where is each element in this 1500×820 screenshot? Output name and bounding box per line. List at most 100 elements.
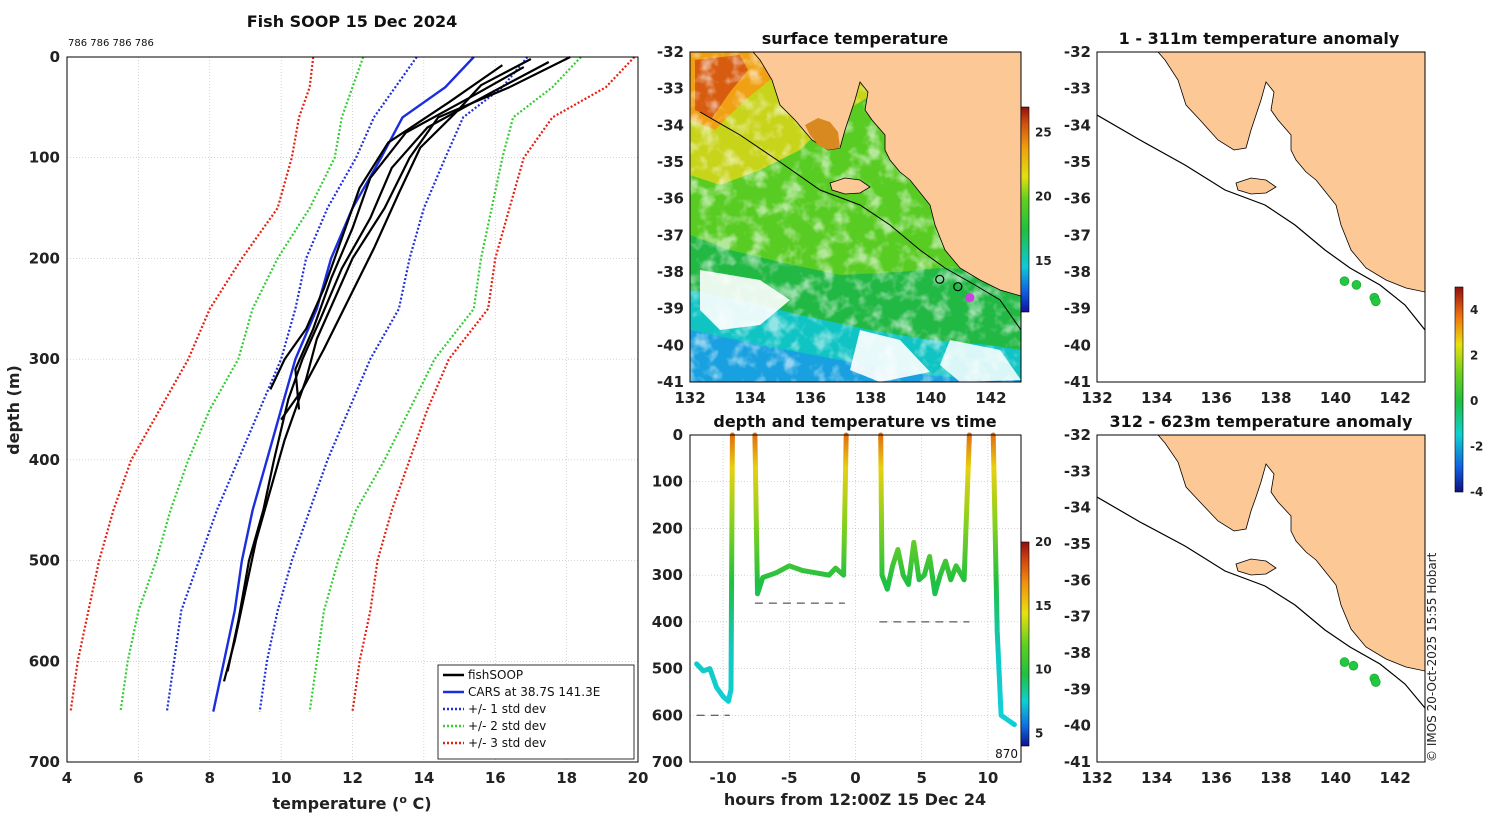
profile-y-tick-label: 700: [29, 753, 60, 771]
profile-std3-lower-line: [69, 56, 315, 712]
anom-deep-field: [1097, 435, 1425, 762]
anom-deep-y-ticks: -32 -33 -34 -35 -36 -37 -38 -39 -40 -41: [1064, 426, 1091, 771]
anom-deep-contour: [1097, 496, 1425, 709]
profile-y-ticks: 0 100 200 300 400 500 600 700: [29, 48, 60, 771]
profile-legend: fishSOOP CARS at 38.7S 141.3E +/- 1 std …: [437, 664, 635, 760]
time-y-tick-label: 300: [652, 566, 683, 584]
surface-map-x-tick-label: 136: [795, 389, 826, 407]
time-x-tick-label: 0: [850, 769, 860, 787]
time-y-tick-label: 700: [652, 753, 683, 771]
anom-deep-y-tick-label: -38: [1064, 644, 1091, 662]
anomaly-colorbar-tick-label: 0: [1470, 394, 1478, 408]
legend-label-cars: CARS at 38.7S 141.3E: [468, 685, 600, 699]
time-panel: depth and temperature vs time 870 5 10 15 2…: [652, 412, 1052, 809]
anom-deep-y-tick-label: -40: [1064, 717, 1091, 735]
anom-deep-title: 312 - 623m temperature anomaly: [1110, 412, 1413, 431]
profile-casts: [222, 56, 571, 682]
time-colorbar: [1020, 541, 1030, 747]
profile-y-tick-label: 300: [29, 350, 60, 368]
anom-deep-anomaly-point: [1371, 677, 1381, 687]
anom-deep-x-tick-label: 136: [1201, 769, 1232, 787]
time-y-tick-label: 500: [652, 660, 683, 678]
surface-map-y-tick-label: -38: [657, 263, 684, 281]
anom-shallow-land: [1157, 52, 1425, 293]
surface-map-y-tick-label: -32: [657, 43, 684, 61]
anom-shallow-y-tick-label: -36: [1064, 190, 1091, 208]
anom-deep-y-tick-label: -37: [1064, 608, 1091, 626]
surface-colorbar: [1020, 106, 1030, 313]
anom-deep-x-tick-label: 140: [1320, 769, 1351, 787]
time-y-tick-label: 200: [652, 519, 683, 537]
profile-x-tick-label: 4: [62, 769, 72, 787]
anom-deep-land: [1157, 435, 1425, 672]
time-segment-line: [990, 432, 1017, 728]
anom-shallow-title: 1 - 311m temperature anomaly: [1119, 29, 1400, 48]
profile-std1-lower-line: [165, 56, 418, 712]
time-colorbar-tick-label: 10: [1035, 663, 1052, 677]
anom-shallow-island: [1235, 177, 1277, 195]
anom-deep-points: [1339, 657, 1381, 687]
profile-title: Fish SOOP 15 Dec 2024: [247, 12, 457, 31]
time-colorbar-ticks: 5 10 15 20: [1035, 535, 1052, 740]
time-segment-line: [694, 432, 735, 704]
anom-shallow-field: [1097, 52, 1425, 382]
anom-shallow-y-tick-label: -38: [1064, 263, 1091, 281]
anom-shallow-y-tick-label: -35: [1064, 153, 1091, 171]
surface-map-x-tick-label: 138: [855, 389, 886, 407]
surface-map-x-tick-label: 134: [735, 389, 766, 407]
surface-colorbar-tick-label: 20: [1035, 190, 1052, 204]
anom-shallow-y-tick-label: -37: [1064, 226, 1091, 244]
time-colorbar-tick-label: 5: [1035, 726, 1043, 740]
time-title: depth and temperature vs time: [713, 412, 996, 431]
profile-x-tick-label: 14: [413, 769, 434, 787]
anom-deep-x-tick-label: 142: [1380, 769, 1411, 787]
profile-x-tick-label: 16: [485, 769, 506, 787]
surface-map-x-ticks: 132 134 136 138 140 142: [674, 389, 1006, 407]
anomaly-colorbar-ticks: 4 2 0 -2 -4: [1470, 303, 1483, 499]
profile-cast-3-line: [294, 66, 525, 410]
surface-map-y-tick-label: -33: [657, 80, 684, 98]
surface-map-field: [690, 52, 1021, 382]
profile-x-tick-label: 18: [556, 769, 577, 787]
anom-shallow-contour: [1097, 114, 1425, 331]
profile-std-lines: [69, 56, 636, 712]
time-x-tick-label: 10: [977, 769, 998, 787]
anom-deep-x-tick-label: 138: [1260, 769, 1291, 787]
sst-kangaroo-island: [829, 177, 871, 195]
profile-std1-upper-line: [258, 56, 529, 712]
surface-map-y-tick-label: -34: [657, 116, 684, 134]
legend-box: [437, 664, 635, 760]
anomaly-colorbar: [1454, 286, 1464, 493]
time-gridlines: [690, 435, 1021, 762]
surface-map-x-tick-label: 140: [915, 389, 946, 407]
time-segments: [694, 432, 1017, 728]
anom-deep-x-ticks: 132 134 136 138 140 142: [1081, 769, 1410, 787]
legend-label-fishsoop: fishSOOP: [468, 668, 523, 682]
anom-deep-y-tick-label: -36: [1064, 571, 1091, 589]
anom-shallow-anomaly-point: [1339, 276, 1350, 286]
anom-shallow-x-tick-label: 134: [1141, 389, 1172, 407]
anom-shallow-anomaly-point: [1351, 280, 1362, 290]
profile-std2-lower-line: [119, 56, 365, 712]
time-x-tick-label: 5: [916, 769, 926, 787]
sst-station-marker: [935, 274, 945, 284]
sst-land: [752, 52, 1021, 297]
profile-cast-1-line: [222, 56, 571, 682]
surface-colorbar-tick-label: 25: [1035, 126, 1052, 140]
surface-map-y-tick-label: -39: [657, 300, 684, 318]
anom-shallow-y-tick-label: -40: [1064, 336, 1091, 354]
sst-stations: [935, 274, 975, 303]
surface-map-x-tick-label: 132: [674, 389, 705, 407]
anom-shallow-x-tick-label: 132: [1081, 389, 1112, 407]
anom-deep-anomaly-point: [1348, 660, 1359, 671]
profile-x-tick-label: 6: [133, 769, 143, 787]
profile-x-ticks: 4 6 8 10 12 14 16 18 20: [62, 769, 649, 787]
profile-cast-4-line: [280, 58, 532, 421]
anom-shallow-frame: [1096, 51, 1426, 383]
time-bottom-lines: [696, 602, 970, 716]
surface-map-title: surface temperature: [762, 29, 949, 48]
time-colorbar-tick-label: 20: [1035, 535, 1052, 549]
sst-shelf-contour: [699, 111, 1021, 331]
profile-ylabel: depth (m): [4, 365, 23, 455]
surface-map-y-tick-label: -37: [657, 226, 684, 244]
